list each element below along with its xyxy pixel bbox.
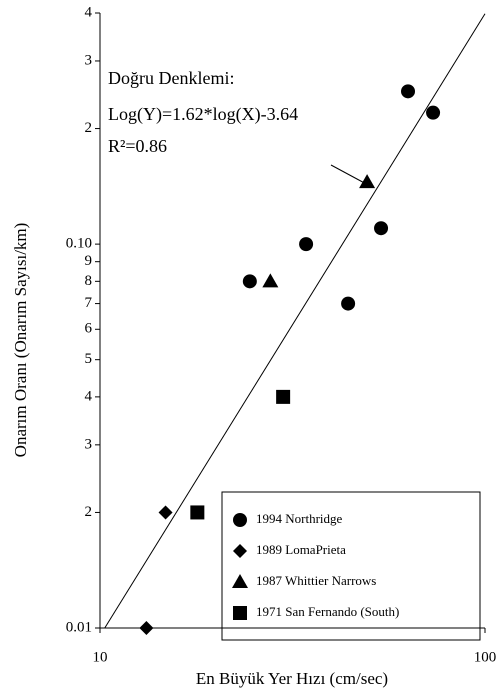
point [359, 174, 376, 189]
point [262, 273, 279, 288]
legend-box [221, 491, 481, 641]
annotation-line: Log(Y)=1.62*log(X)-3.64 [108, 104, 298, 125]
point [190, 505, 205, 520]
point [276, 389, 291, 404]
point [139, 621, 154, 635]
point [426, 105, 441, 120]
legend-label: 1987 Whittier Narrows [256, 573, 376, 588]
legend-marker [233, 606, 247, 620]
legend-label: 1989 LomaPrieta [256, 542, 346, 557]
y-tick-label: 3 [85, 436, 93, 452]
y-tick-label: 4 [85, 388, 93, 404]
y-tick-label: 3 [85, 52, 93, 68]
annotation-line: Doğru Denklemi: [108, 68, 234, 88]
x-tick-label: 10 [93, 649, 108, 665]
y-tick-label: 4 [85, 4, 93, 20]
x-tick-label: 100 [474, 649, 497, 665]
annotation-line: R²=0.86 [108, 136, 167, 156]
point [374, 221, 389, 236]
y-tick-label: 9 [85, 253, 93, 269]
legend-marker [232, 574, 248, 588]
y-tick-label: 2 [85, 504, 93, 520]
point [299, 237, 314, 252]
y-tick-label: 8 [85, 273, 93, 289]
y-axis-label: Onarım Oranı (Onarım Sayısı/km) [11, 223, 30, 458]
legend-marker [233, 513, 247, 527]
trend-line [104, 13, 486, 629]
y-tick-label: 0.10 [66, 236, 92, 252]
y-tick-label: 6 [85, 321, 93, 337]
point [341, 296, 356, 311]
y-tick-label: 7 [85, 295, 93, 311]
y-tick-label: 5 [85, 351, 93, 367]
legend-label: 1971 San Fernando (South) [256, 604, 399, 619]
point [242, 274, 257, 289]
point [158, 505, 173, 520]
legend-label: 1994 Northridge [256, 511, 343, 526]
x-axis-label: En Büyük Yer Hızı (cm/sec) [196, 669, 388, 688]
legend-marker [233, 544, 247, 558]
y-tick-label: 2 [85, 120, 93, 136]
point [401, 84, 416, 99]
y-tick-label: 0.01 [66, 619, 92, 635]
